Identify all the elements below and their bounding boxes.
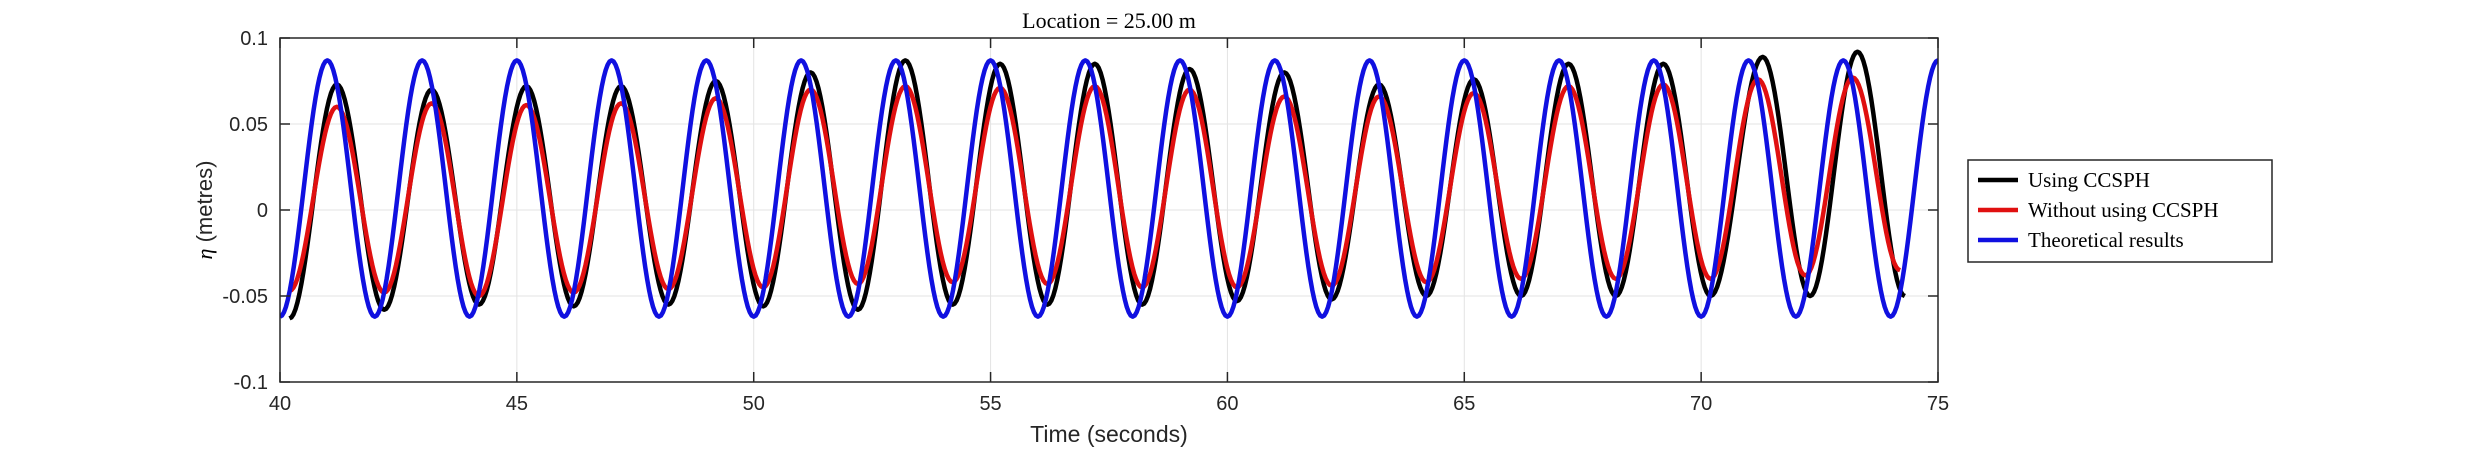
series-layer: [280, 49, 1938, 321]
y-tick-label: -0.05: [222, 286, 268, 308]
x-tick-label: 50: [743, 393, 765, 415]
y-axis-label: η (metres): [192, 161, 217, 260]
y-tick-label: -0.1: [234, 372, 268, 394]
legend-entry: Theoretical results: [2028, 228, 2184, 252]
legend: Using CCSPH Without using CCSPH Theoretica…: [1967, 159, 2273, 263]
x-tick-label: 60: [1216, 393, 1238, 415]
x-tick-label: 40: [269, 393, 291, 415]
chart-title: Location = 25.00 m: [1022, 8, 1196, 33]
x-tick-label: 65: [1453, 393, 1475, 415]
x-tick-label: 45: [506, 393, 528, 415]
axis-ticks: 40 45 50 55 60 65 70 75 -0.1 -0.05 0 0.05 0.1: [222, 28, 1949, 415]
y-axis-label-unit: (metres): [192, 161, 217, 249]
legend-entry: Using CCSPH: [2028, 168, 2150, 192]
x-tick-label: 55: [979, 393, 1001, 415]
y-tick-label: 0.05: [229, 114, 268, 136]
legend-box: [1967, 159, 2273, 263]
y-axis-label-symbol: η: [192, 249, 217, 260]
y-tick-label: 0.1: [240, 28, 268, 50]
legend-entry: Without using CCSPH: [2028, 198, 2219, 222]
series-line: [280, 58, 1938, 319]
x-tick-label: 70: [1690, 393, 1712, 415]
x-axis-label: Time (seconds): [1030, 421, 1188, 447]
x-tick-label: 75: [1927, 393, 1949, 415]
y-tick-label: 0: [257, 200, 268, 222]
